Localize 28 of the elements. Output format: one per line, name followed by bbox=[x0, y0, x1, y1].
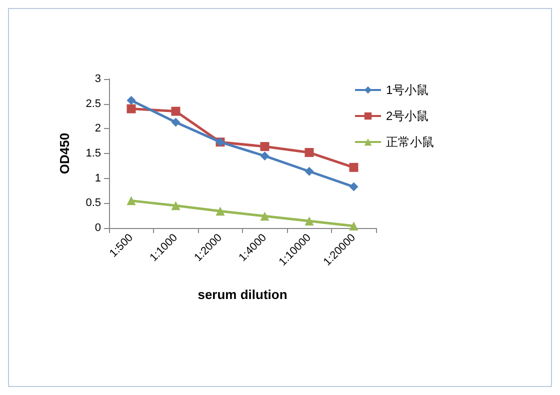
point bbox=[349, 182, 358, 192]
legend-label: 2号小鼠 bbox=[386, 109, 429, 123]
point bbox=[349, 162, 358, 172]
point bbox=[260, 151, 270, 160]
y-tick-label: 0.5 bbox=[86, 197, 101, 210]
point bbox=[126, 96, 136, 105]
y-tick-label: 0 bbox=[94, 222, 101, 234]
point bbox=[304, 148, 314, 158]
legend-label: 1号小鼠 bbox=[386, 83, 429, 97]
point bbox=[260, 212, 270, 221]
y-axis-title: OD450 bbox=[57, 132, 72, 174]
point bbox=[304, 166, 314, 176]
point bbox=[171, 118, 180, 127]
y-tick-label: 2 bbox=[94, 122, 101, 135]
point bbox=[171, 106, 180, 116]
y-tick-label: 2.5 bbox=[86, 98, 101, 110]
point bbox=[260, 142, 270, 152]
point bbox=[171, 201, 180, 210]
y-tick-label: 1 bbox=[94, 172, 101, 184]
point bbox=[216, 206, 225, 216]
y-tick-label: 3 bbox=[94, 73, 101, 85]
point bbox=[304, 216, 314, 226]
x-axis-title: serum dilution bbox=[198, 287, 288, 302]
y-tick-label: 1.5 bbox=[86, 148, 101, 160]
legend-label: 正常小鼠 bbox=[386, 135, 434, 149]
point bbox=[349, 222, 358, 231]
point bbox=[126, 104, 136, 114]
point bbox=[126, 196, 136, 206]
